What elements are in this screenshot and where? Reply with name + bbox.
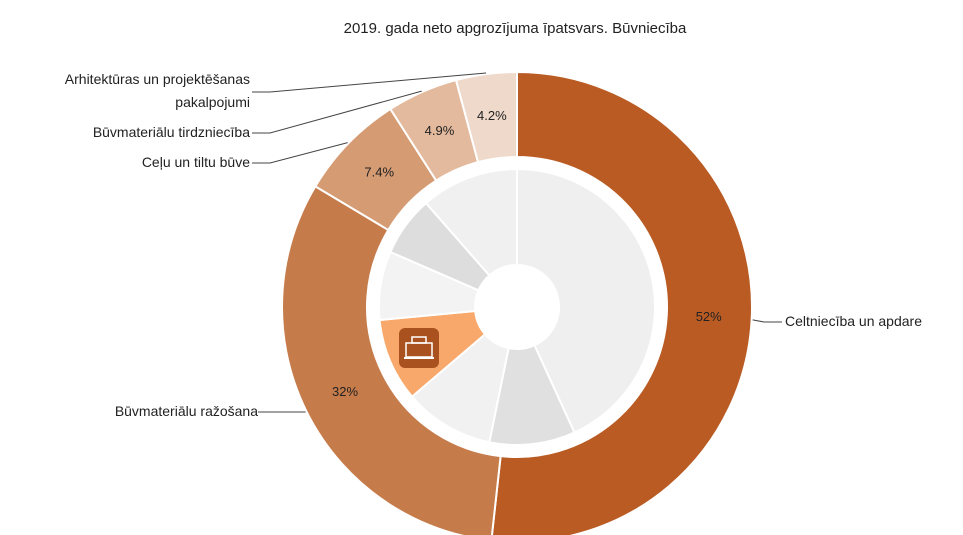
leader-line bbox=[252, 90, 422, 134]
value-label: 32% bbox=[332, 384, 358, 399]
category-label: Celtniecība un apdare bbox=[785, 313, 922, 329]
outer-slice bbox=[281, 184, 502, 535]
outer-slice bbox=[490, 70, 753, 535]
value-label: 7.4% bbox=[364, 165, 394, 180]
category-label: Būvmateriālu tirdzniecība bbox=[92, 124, 250, 140]
leader-line bbox=[752, 319, 782, 323]
category-label: Ceļu un tiltu būve bbox=[141, 154, 250, 170]
icon-bg bbox=[399, 328, 439, 368]
value-label: 4.9% bbox=[425, 123, 455, 138]
icon bbox=[411, 336, 427, 344]
value-label: 4.2% bbox=[477, 108, 507, 123]
category-label: Arhitektūras un projektēšanas pakalpojum… bbox=[64, 71, 250, 110]
inner-slice bbox=[424, 167, 518, 277]
category-label: Būvmateriālu ražošana bbox=[114, 403, 258, 419]
leader-line bbox=[252, 142, 348, 164]
chart-title: 2019. gada neto apgrozījuma īpatsvars. B… bbox=[343, 20, 687, 37]
value-label: 52% bbox=[696, 309, 722, 324]
leader-line bbox=[252, 72, 487, 93]
inner-slice bbox=[516, 167, 656, 434]
outer-slice bbox=[454, 70, 518, 164]
